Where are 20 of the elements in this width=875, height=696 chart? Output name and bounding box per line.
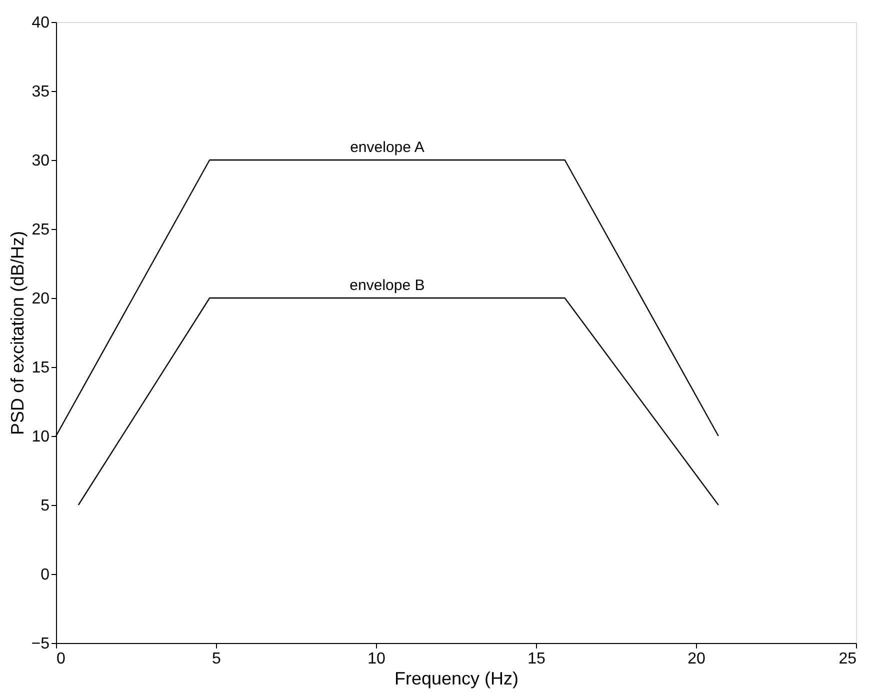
- y-tick-label: 40: [32, 14, 50, 32]
- x-tick-label: 15: [528, 650, 546, 668]
- y-tick-label: 25: [32, 222, 50, 238]
- y-tick-label: 5: [40, 498, 50, 514]
- y-tick-label: 35: [32, 84, 50, 100]
- x-tick-label: 0: [56, 650, 66, 668]
- x-tick-label: 20: [688, 650, 706, 668]
- y-tick-label: 15: [32, 360, 50, 376]
- y-tick-label: 20: [32, 290, 50, 308]
- series-label: envelope A: [350, 139, 424, 156]
- x-tick-label: 5: [212, 650, 222, 668]
- y-tick-label: −5: [31, 636, 50, 652]
- series-label: envelope B: [350, 277, 425, 294]
- y-tick-label: 0: [40, 566, 50, 584]
- x-tick-label: 25: [838, 650, 857, 668]
- y-tick-label: 30: [32, 152, 50, 170]
- x-axis-title: Frequency (Hz): [394, 668, 519, 688]
- x-tick-label: 10: [368, 650, 386, 668]
- y-tick-label: 10: [32, 428, 50, 446]
- y-axis-title: PSD of excitation (dB/Hz): [7, 230, 28, 436]
